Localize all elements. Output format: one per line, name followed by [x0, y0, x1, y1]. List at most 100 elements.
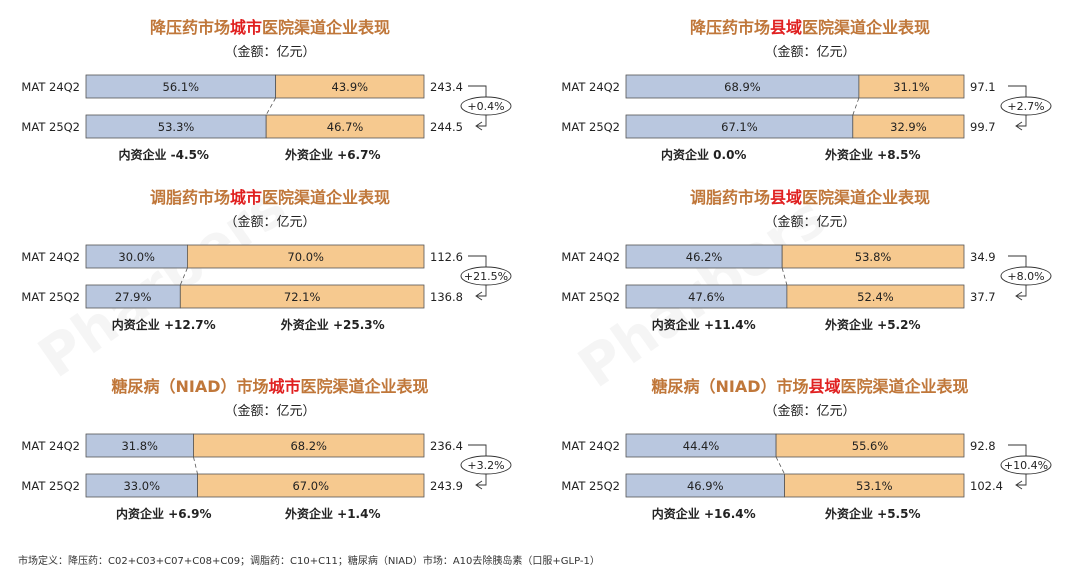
category-label: MAT 24Q2: [561, 80, 620, 94]
domestic-growth-label: 内资企业 +11.4%: [652, 317, 756, 332]
total-label: 97.1: [970, 80, 996, 94]
split-connector: [193, 456, 198, 475]
total-label: 102.4: [970, 479, 1003, 493]
category-label: MAT 24Q2: [561, 250, 620, 264]
growth-arrowhead: [1015, 121, 1023, 131]
data-label: 30.0%: [118, 250, 155, 264]
chart-svg: 44.4% 55.6% MAT 24Q2 92.8 46.9% 53.1% MAT 25Q2…: [561, 433, 1052, 521]
category-label: MAT 25Q2: [561, 290, 620, 304]
category-label: MAT 25Q2: [561, 479, 620, 493]
growth-ellipse: [1000, 96, 1052, 116]
category-label: MAT 25Q2: [561, 120, 620, 134]
bar-foreign: [197, 473, 425, 498]
total-label: 99.7: [970, 120, 996, 134]
unit-label: （金额：亿元）: [224, 45, 316, 60]
data-label: 46.2%: [686, 250, 723, 264]
category-label: MAT 24Q2: [561, 439, 620, 453]
bar-foreign: [186, 244, 425, 269]
data-label: 47.6%: [688, 290, 725, 304]
data-label: 53.1%: [856, 479, 893, 493]
bar-foreign: [781, 244, 965, 269]
category-label: MAT 24Q2: [21, 80, 80, 94]
growth-ellipse: [1000, 455, 1052, 475]
footnote: 市场定义：降压药：C02+C03+C07+C08+C09；调脂药：C10+C11…: [18, 556, 600, 567]
chart-panel-0: 降压药市场城市医院渠道企业表现 （金额：亿元） 56.1% 43.9% MAT 24…: [0, 8, 540, 198]
domestic-growth-label: 内资企业 +12.7%: [112, 317, 216, 332]
chart-panel-2: 调脂药市场城市医院渠道企业表现 （金额：亿元） 30.0% 70.0% MAT 24…: [0, 178, 540, 368]
chart-svg: 31.8% 68.2% MAT 24Q2 236.4 33.0% 67.0% MAT 25Q…: [21, 433, 512, 521]
data-label: 44.4%: [683, 439, 720, 453]
growth-arrowhead: [475, 291, 483, 301]
bar-foreign: [775, 433, 965, 458]
bar-foreign: [179, 284, 425, 309]
total-label: 34.9: [970, 250, 996, 264]
domestic-growth-label: 内资企业 -4.5%: [119, 147, 209, 162]
growth-ellipse: [460, 266, 512, 286]
data-label: 52.4%: [857, 290, 894, 304]
data-label: 53.3%: [158, 120, 195, 134]
total-label: 37.7: [970, 290, 996, 304]
split-connector: [852, 97, 860, 116]
data-label: 68.2%: [290, 439, 327, 453]
foreign-growth-label: 外资企业 +6.7%: [285, 147, 381, 162]
total-label: 236.4: [430, 439, 463, 453]
chart-title: 糖尿病（NIAD）市场城市医院渠道企业表现: [111, 377, 429, 396]
chart-title: 调脂药市场城市医院渠道企业表现: [149, 188, 391, 207]
bar-foreign: [858, 74, 965, 99]
chart-title: 降压药市场城市医院渠道企业表现: [149, 18, 391, 37]
data-label: 55.6%: [852, 439, 889, 453]
data-label: 67.1%: [721, 120, 758, 134]
bar-foreign: [193, 433, 425, 458]
chart-title: 调脂药市场县域医院渠道企业表现: [689, 188, 931, 207]
split-connector: [781, 267, 788, 286]
growth-arrowhead: [475, 121, 483, 131]
unit-label: （金额：亿元）: [764, 404, 856, 419]
chart-title: 糖尿病（NIAD）市场县域医院渠道企业表现: [651, 377, 969, 396]
chart-panel-5: 糖尿病（NIAD）市场县域医院渠道企业表现 （金额：亿元） 44.4% 55.6%…: [540, 367, 1080, 557]
split-connector: [179, 267, 188, 286]
data-label: 33.0%: [123, 479, 160, 493]
bar-foreign: [852, 114, 965, 139]
bar-foreign: [784, 473, 965, 498]
total-label: 243.9: [430, 479, 463, 493]
domestic-growth-label: 内资企业 +6.9%: [116, 506, 212, 521]
growth-label: +21.5%: [464, 270, 508, 283]
chart-title: 降压药市场县域医院渠道企业表现: [689, 18, 931, 37]
unit-label: （金额：亿元）: [764, 45, 856, 60]
chart-svg: 68.9% 31.1% MAT 24Q2 97.1 67.1% 32.9% MAT 25Q2…: [561, 74, 1052, 162]
data-label: 72.1%: [284, 290, 321, 304]
data-label: 70.0%: [287, 250, 324, 264]
foreign-growth-label: 外资企业 +5.2%: [825, 317, 921, 332]
foreign-growth-label: 外资企业 +5.5%: [825, 506, 921, 521]
chart-panel-1: 降压药市场县域医院渠道企业表现 （金额：亿元） 68.9% 31.1% MAT 24…: [540, 8, 1080, 198]
growth-ellipse: [1000, 266, 1052, 286]
growth-label: +8.0%: [1007, 270, 1044, 283]
data-label: 46.7%: [327, 120, 364, 134]
unit-label: （金额：亿元）: [224, 215, 316, 230]
total-label: 244.5: [430, 120, 463, 134]
category-label: MAT 24Q2: [21, 250, 80, 264]
chart-panel-3: 调脂药市场县域医院渠道企业表现 （金额：亿元） 46.2% 53.8% MAT 24…: [540, 178, 1080, 368]
data-label: 53.8%: [855, 250, 892, 264]
bar-foreign: [275, 74, 425, 99]
data-label: 67.0%: [292, 479, 329, 493]
chart-svg: 46.2% 53.8% MAT 24Q2 34.9 47.6% 52.4% MAT 25Q2…: [561, 244, 1052, 332]
growth-ellipse: [460, 96, 512, 116]
bar-foreign: [786, 284, 965, 309]
growth-label: +3.2%: [467, 459, 504, 472]
total-label: 92.8: [970, 439, 996, 453]
foreign-growth-label: 外资企业 +1.4%: [285, 506, 381, 521]
foreign-growth-label: 外资企业 +8.5%: [825, 147, 921, 162]
unit-label: （金额：亿元）: [764, 215, 856, 230]
chart-svg: 30.0% 70.0% MAT 24Q2 112.6 27.9% 72.1% MAT 25Q…: [21, 244, 512, 332]
growth-arrowhead: [475, 480, 483, 490]
total-label: 112.6: [430, 250, 463, 264]
growth-ellipse: [460, 455, 512, 475]
data-label: 46.9%: [687, 479, 724, 493]
data-label: 27.9%: [115, 290, 152, 304]
split-connector: [265, 97, 276, 116]
data-label: 32.9%: [890, 120, 927, 134]
growth-arrowhead: [1015, 291, 1023, 301]
category-label: MAT 24Q2: [21, 439, 80, 453]
chart-svg: 56.1% 43.9% MAT 24Q2 243.4 53.3% 46.7% MAT 25Q…: [21, 74, 512, 162]
